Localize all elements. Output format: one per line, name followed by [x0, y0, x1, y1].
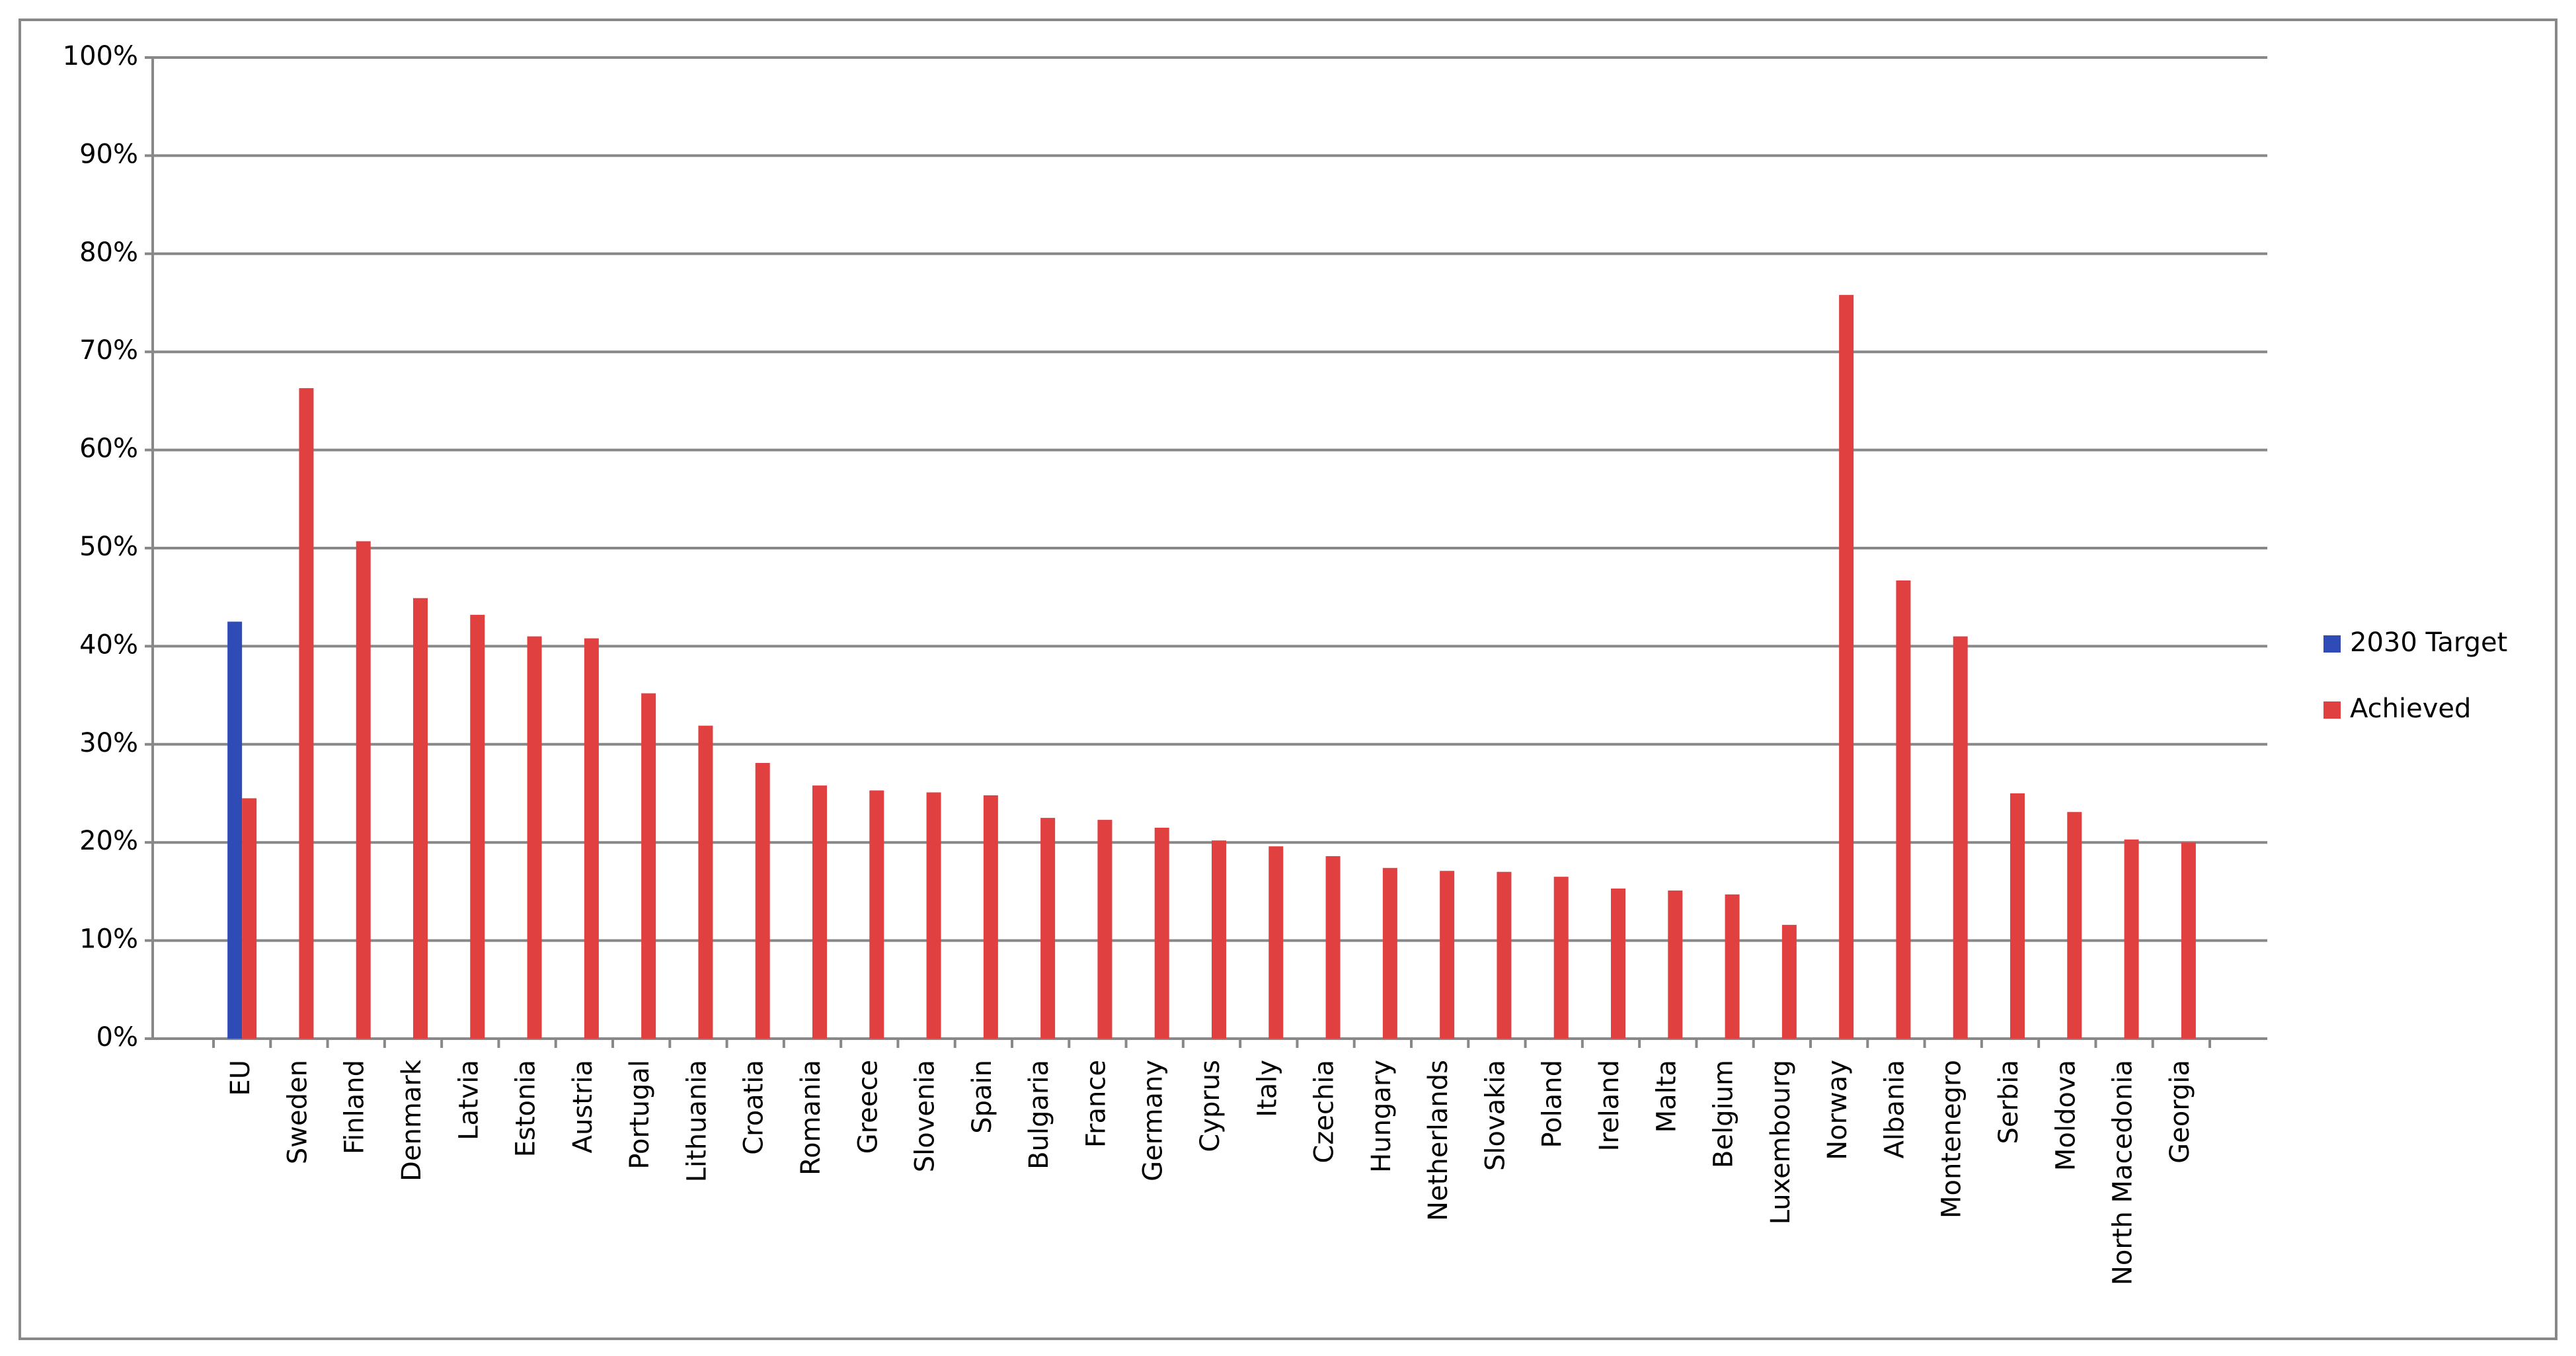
x-tick-label: Austria [568, 1060, 598, 1153]
x-tick-label: Latvia [453, 1060, 484, 1140]
bar [1839, 295, 1854, 1039]
bar [1154, 827, 1169, 1039]
x-tick-label: Germany [1138, 1060, 1169, 1181]
x-tick-label: Georgia [2165, 1060, 2195, 1164]
y-tick-label: 0% [97, 1022, 138, 1053]
x-tick-label: Luxembourg [1766, 1060, 1796, 1224]
bar [227, 621, 243, 1039]
y-tick-label: 100% [63, 41, 138, 71]
x-tick-label: Italy [1252, 1060, 1282, 1117]
bar [1382, 867, 1397, 1039]
x-tick-label: Greece [853, 1060, 883, 1154]
bar [1781, 924, 1797, 1039]
x-tick-label: Slovakia [1480, 1060, 1510, 1171]
y-tick-label: 70% [79, 335, 138, 366]
bar [527, 636, 542, 1039]
legend-label: Achieved [2350, 694, 2471, 724]
x-tick-label: Netherlands [1423, 1060, 1454, 1221]
bar [584, 638, 599, 1039]
y-tick-label: 30% [79, 728, 138, 758]
bar [2010, 793, 2025, 1039]
bar [356, 541, 371, 1039]
x-tick-label: EU [225, 1060, 256, 1096]
y-tick-label: 90% [79, 139, 138, 169]
x-tick-label: Norway [1822, 1060, 1853, 1160]
x-tick-label: Malta [1651, 1060, 1682, 1133]
y-tick-label: 60% [79, 434, 138, 464]
y-tick-label: 80% [79, 237, 138, 268]
x-tick-label: France [1081, 1060, 1111, 1148]
x-tick-label: Moldova [2050, 1060, 2081, 1171]
legend-label: 2030 Target [2350, 627, 2507, 658]
bar [1040, 818, 1056, 1039]
x-tick-label: Romania [796, 1060, 826, 1176]
x-tick-label: Finland [340, 1060, 370, 1154]
bar [755, 762, 770, 1039]
x-tick-label: Portugal [625, 1060, 655, 1170]
x-tick-label: Belgium [1709, 1060, 1739, 1168]
y-tick-label: 40% [79, 629, 138, 660]
bar [926, 792, 941, 1039]
bar [641, 693, 656, 1039]
x-tick-label: Cyprus [1195, 1060, 1226, 1152]
legend-swatch [2323, 701, 2341, 719]
x-tick-label: North Macedonia [2108, 1060, 2138, 1285]
bar [299, 388, 314, 1039]
legend-swatch [2323, 635, 2341, 653]
x-tick-label: Sweden [282, 1060, 313, 1164]
bar [1268, 846, 1284, 1039]
bar [1553, 877, 1569, 1039]
bar [1611, 888, 1625, 1039]
bar [470, 614, 485, 1039]
x-tick-label: Bulgaria [1024, 1060, 1054, 1170]
x-tick-label: Hungary [1366, 1060, 1397, 1173]
y-tick-label: 20% [79, 826, 138, 856]
bar [1325, 856, 1341, 1039]
y-tick-label: 50% [79, 532, 138, 562]
x-tick-label: Spain [967, 1060, 997, 1134]
bar [2124, 839, 2139, 1039]
bar [1097, 820, 1112, 1039]
x-tick-label: Slovenia [910, 1060, 941, 1172]
x-tick-label: Albania [1879, 1060, 1910, 1158]
x-tick-label: Montenegro [1937, 1060, 1967, 1218]
bar [1668, 890, 1683, 1039]
x-tick-label: Czechia [1309, 1060, 1340, 1164]
x-tick-label: Denmark [397, 1059, 427, 1181]
x-tick-label: Lithuania [682, 1060, 712, 1182]
x-tick-label: Serbia [1994, 1060, 2024, 1144]
bar [812, 785, 827, 1039]
bar [242, 798, 257, 1039]
bar [413, 598, 428, 1039]
x-tick-label: Poland [1538, 1060, 1568, 1148]
chart-border [19, 19, 2557, 1340]
x-tick-label: Estonia [511, 1060, 541, 1157]
bar [1497, 871, 1512, 1039]
bar [1725, 894, 1740, 1039]
bar [1440, 871, 1455, 1039]
bar [983, 795, 998, 1039]
bar [1896, 580, 1911, 1039]
x-tick-label: Croatia [739, 1060, 769, 1155]
bar [2067, 812, 2082, 1039]
bar [1212, 840, 1226, 1039]
y-tick-label: 10% [79, 924, 138, 955]
bar [2181, 842, 2196, 1039]
bar [1953, 636, 1968, 1039]
bar [698, 725, 713, 1039]
x-tick-label: Ireland [1594, 1060, 1625, 1151]
bar [869, 790, 884, 1039]
